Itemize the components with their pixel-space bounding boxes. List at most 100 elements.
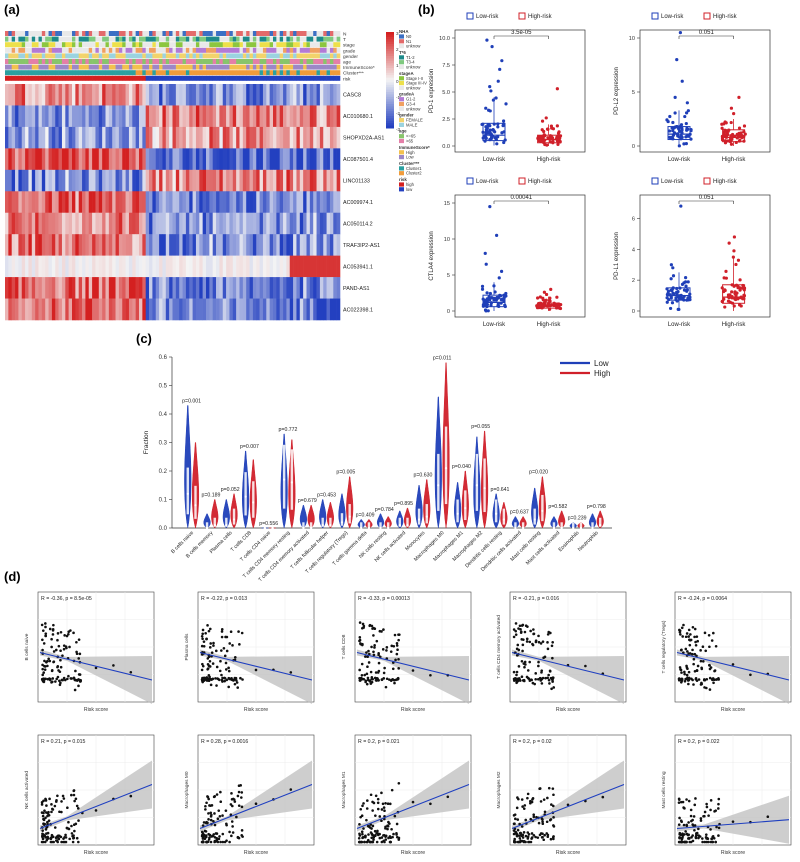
annotation-cell [195,31,200,36]
heatmap-cell [182,191,187,214]
legend-title: T*6 [399,50,406,55]
heatmap-cell [219,126,224,149]
data-point [52,650,56,653]
data-point [524,624,528,628]
annotation-cell [209,70,213,76]
correlation-stat: R = -0.36, p = 8.5e-05 [41,596,92,602]
heatmap-cell [102,234,106,256]
annotation-cell [31,70,36,76]
data-point [61,794,65,798]
annotation-cell [95,59,100,64]
y-axis-title: PD-1 expression [429,69,435,113]
annotation-cell [316,36,321,42]
annotation-cell [323,31,327,36]
data-point [722,130,726,134]
data-point [218,835,221,838]
annotation-cell [58,53,63,59]
violin-high [346,476,354,529]
annotation-cell [283,64,287,70]
annotation-cell [169,31,173,36]
data-point [376,797,380,801]
data-point [521,643,525,647]
annotation-cell [61,42,66,48]
annotation-cell [293,59,297,64]
heatmap-cell [202,126,207,149]
legend-item-label: FEMALE [406,118,423,123]
heatmap-cell [276,277,280,299]
legend-label: Low-risk [661,179,684,185]
data-point [677,677,681,681]
data-point [551,787,555,790]
box-low [667,126,691,141]
data-point [678,135,682,139]
heatmap-cell [128,298,133,321]
annotation-cell [279,75,284,81]
violin-median [329,524,332,527]
heatmap-cell [95,126,100,149]
annotation-cell [25,31,29,36]
data-point [59,665,63,669]
data-point [366,799,369,802]
heatmap-cell [179,277,183,299]
data-point [222,646,226,650]
y-tick-label: 10 [629,36,635,42]
y-tick-label: 5 [632,90,635,96]
annotation-cell [326,70,331,76]
annotation-cell [5,59,9,64]
annotation-cell [313,53,317,59]
heatmap-cell [45,105,49,128]
heatmap-cell [128,234,133,256]
legend-swatch-high [518,12,526,20]
heatmap-cell [286,255,291,278]
heatmap-cell [51,126,56,149]
annotation-cell [246,53,250,59]
annotation-cell [192,75,197,81]
data-point [47,810,50,814]
heatmap-cell [105,126,110,149]
data-point [545,820,549,824]
data-point [63,678,67,682]
heatmap-cell [219,105,224,128]
heatmap-cell [189,169,193,192]
data-point [73,688,77,692]
colorbar-step [386,82,394,86]
heatmap-cell [259,277,264,299]
annotation-cell [249,47,254,53]
annotation-cell [139,70,143,76]
heatmap-cell [15,84,19,106]
data-point [546,633,550,636]
legend-label: High-risk [528,14,553,20]
heatmap-cell [51,169,56,192]
annotation-cell [175,36,180,42]
heatmap-cell [195,148,200,171]
colorbar-step [386,106,394,110]
data-point [529,629,532,633]
annotation-cell [139,47,143,53]
annotation-cell [212,42,217,48]
heatmap-cell [299,148,304,171]
data-point [766,815,770,818]
data-point [373,829,377,833]
annotation-cell [229,31,234,36]
annotation-cell [102,47,106,53]
annotation-cell [102,59,106,64]
x-axis-title: Risk score [244,850,268,856]
heatmap-cell [329,105,334,128]
data-point [693,652,697,656]
colorbar-step [386,80,394,83]
data-point [701,837,704,840]
data-point [532,815,536,819]
heatmap-cell [51,255,56,278]
annotation-cell [319,70,324,76]
pvalue-label: p=0.556 [259,521,278,527]
data-point [236,836,240,839]
heatmap-cell [108,234,113,256]
annotation-cell [189,75,193,81]
data-point [381,802,385,806]
annotation-cell [259,64,264,70]
annotation-cell [266,70,270,76]
annotation-cell [236,31,240,36]
heatmap-cell [276,126,280,149]
heatmap-cell [72,148,76,171]
data-point [512,670,516,674]
